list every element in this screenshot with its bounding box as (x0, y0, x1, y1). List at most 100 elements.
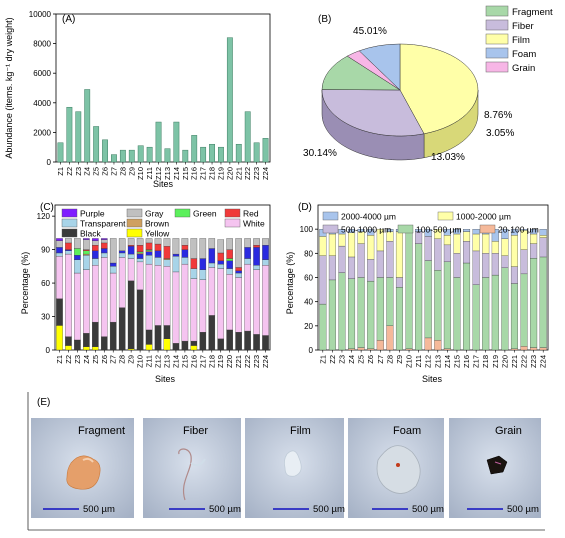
panel-d-x-tick-label: Z16 (462, 355, 471, 368)
panel-c-bar-segment (235, 332, 242, 351)
panel-c-y-axis-label: Percentage (%) (20, 252, 30, 315)
panel-c-bar-segment (163, 325, 171, 339)
abundance-bar (226, 37, 233, 163)
panel-d-bar-segment (395, 277, 403, 288)
panel-a-x-tick-label: Z6 (101, 167, 110, 176)
panel-d-x-tick-label: Z12 (424, 355, 433, 368)
panel-c-x-tick-label: Z3 (73, 355, 82, 364)
abundance-bar (128, 149, 135, 163)
panel-c-bar-segment (56, 252, 63, 257)
panel-c-bar-segment (92, 265, 99, 323)
panel-c-bar-segment (262, 238, 269, 246)
panel-d-bar-segment (386, 241, 394, 278)
abundance-bar (93, 126, 100, 163)
panel-d-bar-segment (472, 250, 480, 285)
panel-c-legend-label: White (243, 219, 265, 229)
panel-c-bar-segment (217, 260, 225, 265)
panel-c-bar-segment (145, 249, 153, 251)
micrograph-label: Fiber (183, 425, 208, 437)
panel-d-bar-segment (501, 267, 509, 351)
panel-a-x-tick-label: Z2 (65, 167, 74, 176)
panel-d-bar-segment (357, 347, 365, 351)
scale-bar-label: 500 µm (412, 504, 444, 515)
panel-d-bar-segment (367, 235, 375, 260)
grain-pink-fleck (494, 461, 502, 465)
panel-d-bar-segment (424, 337, 432, 351)
panel-c-bar-segment (83, 250, 90, 255)
panel-d-bar-segment (443, 244, 451, 262)
panel-d-legend-label: 1000-2000 µm (456, 212, 511, 222)
panel-d-bar-segment (443, 348, 451, 351)
panel-c-bar-segment (235, 272, 242, 278)
panel-a-x-tick-label: Z21 (234, 167, 243, 180)
panel-c-x-tick-label: Z14 (171, 355, 180, 368)
micrograph-label: Foam (393, 425, 421, 437)
panel-d-bar-segment (520, 249, 528, 275)
panel-c-bar-segment (127, 238, 135, 246)
abundance-bar (218, 146, 224, 163)
panel-c-bar-segment (190, 278, 198, 342)
panel-c-bar-segment (244, 330, 251, 351)
panel-c-bar-segment (92, 258, 99, 266)
panel-c-bar-segment (109, 272, 117, 323)
panel-d-bar-segment (482, 277, 490, 351)
panel-d-bar-segment (424, 236, 432, 261)
foam-red-speck (396, 463, 400, 467)
panel-c-x-tick-label: Z1 (55, 355, 64, 364)
panel-a-x-tick-label: Z7 (109, 167, 118, 176)
panel-d-legend-label: 500-1000 µm (341, 225, 391, 235)
micrograph-label: Fragment (78, 425, 125, 437)
panel-c-bar-segment (100, 252, 108, 258)
panel-c-x-tick-label: Z21 (234, 355, 243, 368)
panel-a-x-tick-label: Z12 (154, 167, 163, 180)
panel-d-x-tick-label: Z1 (318, 355, 327, 364)
panel-a-x-tick-label: Z8 (118, 167, 127, 176)
panel-c-y-tick-label: 90 (41, 246, 50, 255)
panel-c-bar-segment (83, 346, 90, 351)
panel-c-bar-segment (92, 245, 99, 251)
panel-c-bar-segment (65, 242, 72, 250)
panel-d-bar-segment (482, 233, 490, 254)
panel-d-legend-swatch (322, 211, 339, 221)
pie-slice-foam (358, 43, 401, 91)
panel-a-x-tick-label: Z19 (216, 167, 225, 180)
panel-c-bar-segment (235, 277, 242, 333)
panel-c-legend-label: Yellow (145, 229, 170, 239)
panel-d-x-tick-label: Z23 (529, 355, 538, 368)
scale-bar-label: 500 µm (507, 504, 539, 515)
panel-d-bar-segment (491, 241, 499, 254)
panel-c-bar-segment (65, 336, 72, 346)
panel-c-bar-segment (154, 250, 162, 258)
panel-b-letter: (B) (318, 14, 331, 25)
panel-d-bar-segment (510, 229, 518, 236)
panel-d-bar-segment (443, 261, 451, 349)
panel-c-bar-segment (109, 321, 117, 351)
panel-c-bar-segment (100, 242, 108, 249)
abundance-bar (182, 149, 189, 163)
panel-d-bar-segment (357, 243, 365, 278)
panel-c-x-tick-label: Z11 (145, 355, 154, 367)
panel-c-bar-segment (181, 257, 189, 265)
panel-c-bar-segment (199, 279, 207, 333)
panel-d-bar-segment (520, 346, 528, 351)
panel-d-bar-segment (510, 348, 518, 351)
abundance-bar-chart: (A) Abundance (items. kg⁻¹ dry weight) S… (4, 10, 271, 189)
panel-d-x-tick-label: Z17 (472, 355, 481, 368)
abundance-bar (253, 142, 260, 163)
panel-d-bar-segment (395, 231, 403, 278)
pie-legend-swatch-fiber (485, 19, 509, 31)
panel-c-bar-segment (172, 271, 180, 344)
panel-c-bar-segment (154, 257, 162, 266)
panel-a-x-tick-label: Z9 (127, 167, 136, 176)
panel-d-bar-segment (530, 233, 538, 244)
panel-d-bar-segment (348, 348, 356, 351)
micrograph-fiber (143, 418, 241, 518)
panel-c-bar-segment (217, 338, 225, 351)
panel-c-bar-segment (190, 340, 198, 346)
panel-c-bar-segment (226, 238, 233, 250)
panel-c-bar-segment (118, 252, 126, 258)
panel-c-bar-segment (190, 345, 198, 351)
panel-c-x-tick-label: Z10 (136, 355, 145, 368)
panel-a-y-tick-label: 4000 (33, 99, 51, 108)
panel-c-x-tick-label: Z7 (109, 355, 118, 364)
